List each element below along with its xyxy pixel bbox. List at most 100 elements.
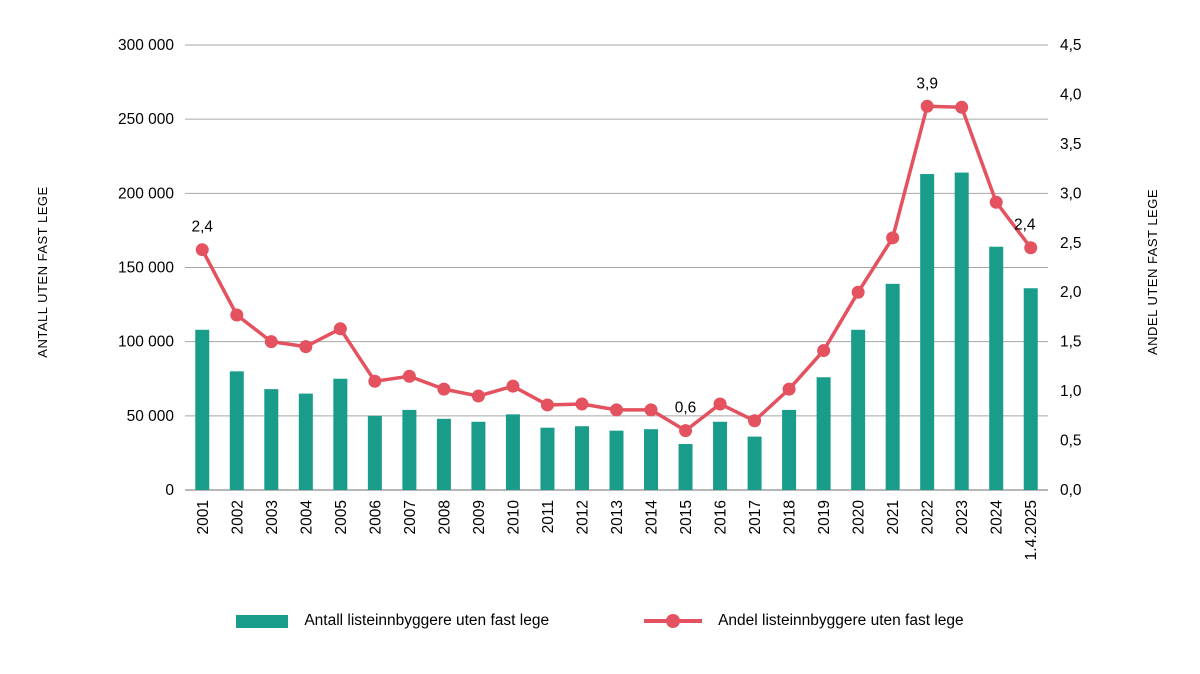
line-point-2003 [264, 335, 278, 349]
x-axis-label-2003: 2003 [264, 500, 281, 534]
bar-2021 [885, 283, 900, 490]
x-axis-label-2009: 2009 [471, 500, 488, 534]
legend-item-line: Andel listeinnbyggere uten fast lege [644, 612, 964, 630]
line-point-2015 [679, 424, 693, 438]
x-axis-label-2004: 2004 [298, 500, 315, 535]
grid-layer [185, 44, 1048, 491]
bar-1.4.2025 [1023, 288, 1038, 490]
right-axis-tick-label: 1,5 [1060, 334, 1082, 351]
right-axis-tick-label: 4,0 [1060, 86, 1082, 103]
line-point-2021 [886, 231, 900, 245]
line-point-2013 [610, 403, 623, 417]
line-point-2006 [368, 374, 382, 388]
bar-2006 [367, 415, 382, 490]
left-axis-tick-label: 300 000 [118, 37, 174, 54]
bar-2022 [920, 174, 935, 491]
x-axis-label-2016: 2016 [713, 500, 730, 534]
left-axis-tick-label: 150 000 [118, 260, 174, 277]
bar-series-swatch [236, 614, 289, 628]
bar-2008 [436, 418, 451, 490]
right-axis-tick-label: 0,5 [1060, 433, 1082, 450]
right-axis-tick-label: 3,5 [1060, 136, 1082, 153]
bar-2005 [333, 378, 348, 490]
bars-layer [195, 172, 1038, 491]
legend-item-bars: Antall listeinnbyggere uten fast lege [236, 612, 549, 630]
line-point-2018 [782, 382, 796, 396]
left-axis-tick-label: 250 000 [118, 111, 174, 128]
x-axis-label-2013: 2013 [609, 500, 626, 534]
bar-2023 [954, 172, 969, 491]
bar-2002 [229, 371, 244, 490]
line-point-2004 [299, 340, 313, 354]
left-axis-tick-label: 100 000 [118, 334, 174, 351]
bar-2016 [713, 421, 728, 490]
left-axis-tick-label: 200 000 [118, 185, 174, 202]
x-axis-label-2010: 2010 [505, 500, 522, 535]
right-axis-tick-label: 1,0 [1060, 383, 1082, 400]
bar-2004 [298, 393, 313, 490]
line-point-2012 [575, 397, 589, 411]
bar-2020 [851, 329, 866, 490]
legend-line-label: Andel listeinnbyggere uten fast lege [718, 612, 964, 629]
x-axis-label-2014: 2014 [644, 500, 661, 535]
bar-2018 [782, 409, 797, 490]
line-point-2011 [540, 398, 554, 412]
x-axis-label-2011: 2011 [540, 500, 557, 533]
bar-2017 [747, 436, 762, 490]
line-point-2016 [713, 397, 727, 411]
x-axis-label-2017: 2017 [747, 500, 764, 534]
line-point-2005 [333, 322, 347, 336]
line-point-2019 [817, 344, 831, 358]
line-layer [195, 99, 1038, 438]
right-axis-tick-label: 0,0 [1060, 482, 1082, 499]
left-axis-title: ANTALL UTEN FAST LEGE [35, 186, 50, 357]
combo-chart: 0 50 000 100 000 150 000 200 000 250 000 300 0… [35, 37, 1160, 560]
line-point-1.4.2025 [1024, 241, 1038, 255]
bar-2010 [505, 414, 520, 490]
labels-layer: 0 50 000 100 000 150 000 200 000 250 000 300 0… [118, 37, 1082, 560]
x-axis-label-2006: 2006 [367, 500, 384, 534]
x-axis-label-2001: 2001 [195, 500, 212, 534]
line-point-2007 [402, 369, 416, 383]
value-label-2022: 3,9 [916, 75, 938, 92]
right-axis-tick-label: 2,5 [1060, 235, 1082, 252]
line-series-swatch [644, 614, 703, 629]
x-axis-label-2002: 2002 [229, 500, 246, 534]
legend-bars-label: Antall listeinnbyggere uten fast lege [304, 612, 550, 629]
x-axis-label-2007: 2007 [402, 500, 419, 534]
x-axis-label-2022: 2022 [920, 500, 937, 534]
line-point-2017 [748, 414, 762, 428]
x-axis-label-2008: 2008 [436, 500, 453, 534]
x-axis-label-2015: 2015 [678, 500, 695, 534]
x-axis-label-2018: 2018 [782, 500, 799, 534]
bar-2011 [540, 427, 555, 490]
line-point-2009 [471, 389, 485, 403]
bar-2013 [609, 430, 624, 490]
x-axis-label-2019: 2019 [816, 500, 833, 534]
left-axis-tick-label: 50 000 [127, 408, 175, 425]
bar-2001 [195, 329, 210, 490]
bar-2009 [471, 421, 486, 490]
line-point-2001 [195, 243, 209, 257]
x-axis-label-2012: 2012 [574, 500, 591, 534]
right-axis-tick-label: 3,0 [1060, 185, 1082, 202]
value-label-2001: 2,4 [191, 219, 213, 236]
legend: Antall listeinnbyggere uten fast lege An… [0, 612, 1200, 630]
left-axis-tick-label: 0 [165, 482, 174, 499]
line-point-2022 [920, 99, 934, 113]
right-axis-tick-label: 4,5 [1060, 37, 1082, 54]
x-axis-label-2023: 2023 [954, 500, 971, 534]
line-point-2020 [851, 285, 865, 299]
line-point-2024 [989, 195, 1003, 209]
x-axis-label-2021: 2021 [885, 500, 902, 534]
value-label-2015: 0,6 [675, 400, 697, 417]
right-axis-tick-label: 2,0 [1060, 284, 1082, 301]
bar-2003 [264, 389, 279, 490]
bar-2015 [678, 444, 693, 490]
bar-2024 [989, 246, 1004, 490]
right-axis-title: ANDEL UTEN FAST LEGE [1145, 189, 1160, 355]
line-point-2008 [437, 382, 451, 396]
x-axis-label-2024: 2024 [989, 500, 1006, 535]
bar-2014 [644, 429, 659, 490]
